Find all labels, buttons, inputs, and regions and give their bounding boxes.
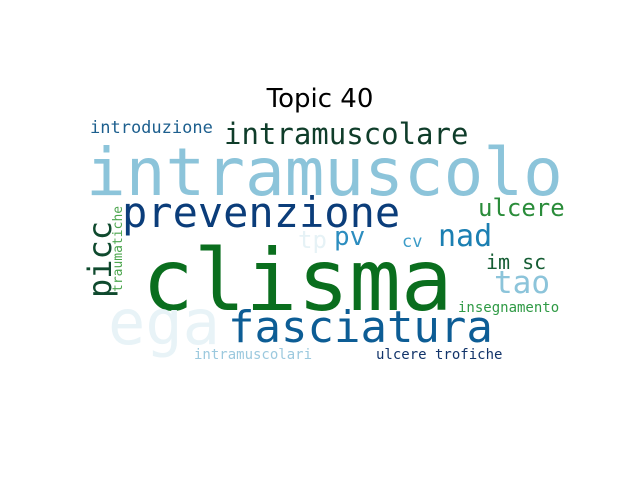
word-prevenzione: prevenzione	[122, 188, 401, 237]
word-cv: cv	[402, 232, 423, 252]
word-introduzione: introduzione	[90, 118, 213, 138]
chart-title: Topic 40	[266, 84, 374, 114]
word-intramuscolare: intramuscolare	[224, 117, 469, 151]
word-ulcere-trofiche: ulcere trofiche	[376, 347, 503, 363]
word-pv: pv	[334, 222, 366, 252]
word-ega: ega	[108, 286, 220, 359]
word-traumatiche: traumatiche	[111, 205, 126, 292]
word-tao: tao	[494, 265, 550, 301]
word-tp: tp	[298, 226, 327, 254]
word-insegnamento: insegnamento	[458, 300, 560, 316]
word-ulcere: ulcere	[478, 194, 565, 222]
word-cloud: intramuscolo clisma prevenzione fasciatu…	[81, 117, 572, 366]
word-clisma: clisma	[142, 231, 453, 331]
word-im-sc: im sc	[486, 250, 547, 274]
word-fasciatura: fasciatura	[228, 302, 493, 353]
word-intramuscolari: intramuscolari	[194, 347, 313, 363]
word-nad: nad	[438, 219, 493, 254]
word-intramuscolo: intramuscolo	[86, 134, 563, 211]
